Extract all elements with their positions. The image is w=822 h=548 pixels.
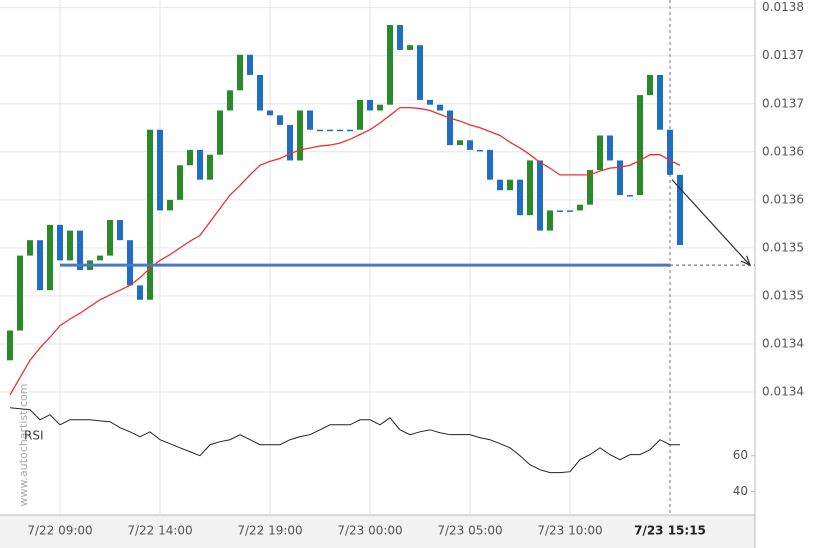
plot-area [0, 0, 755, 515]
candle [187, 149, 193, 166]
candle [267, 110, 273, 116]
candle [127, 240, 133, 286]
candle [527, 160, 533, 216]
candle [287, 124, 293, 161]
candle [507, 179, 513, 191]
marks [7, 24, 755, 474]
x-tick-label: 7/23 05:00 [437, 524, 502, 538]
moving-average [9, 106, 681, 396]
candle [327, 129, 333, 132]
candle [647, 74, 653, 96]
y-tick-label: 0.0136 [762, 144, 804, 158]
y-tick-label: 0.0135 [762, 240, 804, 254]
grid [0, 0, 755, 515]
candle [627, 195, 633, 197]
rsi-tick-label: 40 [733, 484, 748, 498]
candle [337, 129, 343, 132]
candle [107, 220, 113, 256]
candle [407, 45, 413, 50]
candle [157, 129, 163, 211]
x-tick-label: 7/22 14:00 [127, 524, 192, 538]
x-axis-band [0, 515, 755, 548]
candle [297, 110, 303, 161]
candle [477, 149, 483, 152]
candle [537, 160, 543, 231]
candle [27, 240, 33, 256]
y-tick-label: 0.0138 [762, 0, 804, 14]
watermark: www.autochartist.com [17, 384, 30, 507]
candle [567, 210, 573, 212]
candle [357, 99, 363, 130]
candle [47, 224, 53, 291]
candle [657, 74, 663, 130]
candle [497, 179, 503, 191]
candle [517, 179, 523, 216]
candle [117, 220, 123, 241]
candle [247, 54, 253, 75]
candle [217, 110, 223, 155]
candle [257, 74, 263, 111]
y-tick-label: 0.0134 [762, 336, 804, 350]
candle [377, 104, 383, 111]
y-tick-label: 0.0136 [762, 192, 804, 206]
y-tick-label: 0.0134 [762, 385, 804, 399]
candle [577, 204, 583, 211]
candle [17, 255, 23, 331]
candle [367, 99, 373, 111]
rsi-tick-label: 60 [733, 448, 748, 462]
candle [317, 129, 323, 132]
candle [437, 104, 443, 111]
candle [637, 95, 643, 196]
forecast-arrow [671, 179, 751, 266]
candle [67, 230, 73, 261]
y-tick-label: 0.0137 [762, 96, 804, 110]
x-tick-label: 7/23 00:00 [337, 524, 402, 538]
candle [557, 210, 563, 212]
candle [227, 90, 233, 111]
candle [547, 210, 553, 231]
candle [387, 24, 393, 105]
rsi-label: RSI [24, 429, 44, 443]
candle [487, 149, 493, 180]
candle [597, 135, 603, 171]
candle [197, 149, 203, 180]
candle [207, 154, 213, 180]
candle [447, 110, 453, 146]
y-tick-label: 0.0137 [762, 48, 804, 62]
rsi-line [9, 407, 680, 474]
candle [307, 110, 313, 130]
candle [177, 165, 183, 200]
candle [237, 54, 243, 91]
candle [7, 330, 13, 361]
x-tick-label: 7/22 19:00 [237, 524, 302, 538]
candle [457, 140, 463, 146]
candle [397, 24, 403, 50]
candle [347, 129, 353, 132]
candle [97, 255, 103, 261]
x-tick-label: 7/23 15:15 [634, 524, 706, 538]
candle [147, 129, 153, 300]
candle [167, 199, 173, 211]
arrow-head [740, 255, 752, 267]
x-tick-label: 7/23 10:00 [537, 524, 602, 538]
candle [427, 99, 433, 105]
y-tick-label: 0.0135 [762, 288, 804, 302]
candle [37, 240, 43, 291]
x-tick-label: 7/22 09:00 [27, 524, 92, 538]
candle [277, 115, 283, 125]
candle [57, 224, 63, 261]
candle [467, 140, 473, 150]
candle [607, 135, 613, 161]
candle [677, 174, 683, 246]
candle [77, 230, 83, 270]
candle [587, 170, 593, 205]
candle [417, 45, 423, 100]
candle [617, 160, 623, 196]
candle [137, 285, 143, 300]
candle [667, 129, 673, 175]
